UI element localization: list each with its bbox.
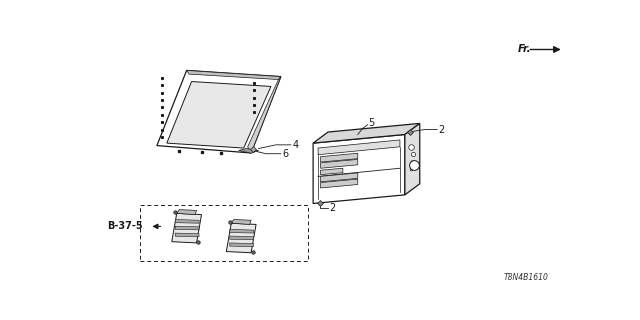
Polygon shape [230,229,253,233]
Polygon shape [321,153,358,162]
Polygon shape [405,124,420,195]
Polygon shape [321,179,358,188]
Polygon shape [157,70,281,153]
Polygon shape [313,134,405,204]
Text: 5: 5 [369,118,375,128]
Text: 6: 6 [282,149,289,159]
Polygon shape [172,213,202,243]
Text: B-37-5: B-37-5 [108,221,143,231]
Polygon shape [248,76,281,153]
Bar [140,205,308,261]
Polygon shape [318,140,400,155]
Text: 2: 2 [438,124,444,135]
Text: 2: 2 [330,204,336,213]
Polygon shape [231,220,251,224]
Polygon shape [177,210,196,215]
Text: 4: 4 [292,140,298,150]
Text: T8N4B1610: T8N4B1610 [504,273,548,283]
Polygon shape [175,233,199,237]
Polygon shape [321,173,358,182]
Polygon shape [175,220,199,223]
Polygon shape [313,124,420,143]
Polygon shape [230,243,253,247]
Polygon shape [175,226,199,230]
Polygon shape [230,236,253,240]
Polygon shape [187,70,281,80]
Text: Fr.: Fr. [518,44,531,54]
Polygon shape [227,223,256,253]
Polygon shape [167,82,271,148]
Polygon shape [239,148,259,153]
Polygon shape [321,168,343,175]
Polygon shape [321,159,358,168]
